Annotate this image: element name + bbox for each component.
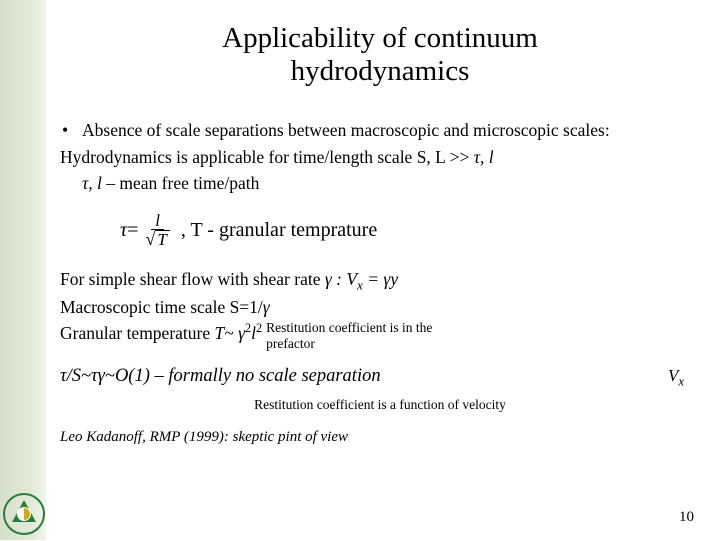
- mean-free-line: τ, l – mean free time/path: [60, 172, 700, 196]
- tau-formula: τ = l √ T , T - granular temprature: [120, 212, 700, 250]
- shear-block: For simple shear flow with shear rate γ …: [60, 267, 700, 448]
- vx-sub: x: [678, 374, 684, 388]
- gran-sup2: 2: [256, 321, 262, 335]
- hydro-text: Hydrodynamics is applicable for time/len…: [60, 147, 474, 167]
- sep-b: – formally no scale separation: [150, 366, 381, 386]
- title-line-1: Applicability of continuum: [222, 22, 538, 54]
- vx: V: [668, 366, 678, 385]
- sqrt-sign: √: [145, 230, 155, 248]
- side-stripe: [0, 0, 46, 540]
- rest-note-1: Restitution coefficient is in the: [266, 320, 432, 335]
- formula-tail: , T - granular temprature: [181, 219, 377, 242]
- formula-fraction: l √ T: [141, 212, 173, 250]
- gran-a: Granular temperature: [60, 323, 215, 343]
- shear-1a: For simple shear flow with shear rate: [60, 269, 325, 289]
- gran-b: T~ γ: [215, 323, 245, 343]
- hydro-line: Hydrodynamics is applicable for time/len…: [60, 146, 700, 170]
- title-line-2: hydrodynamics: [291, 55, 470, 87]
- gran-line: Granular temperature T~ γ2l2 Restitution…: [60, 320, 700, 352]
- sqrt-arg: T: [155, 230, 169, 249]
- restitution-note: Restitution coefficient is in the prefac…: [266, 320, 432, 352]
- macro-text: Macroscopic time scale S=1/: [60, 297, 263, 317]
- formula-num: l: [151, 212, 164, 231]
- macro-gamma: γ: [263, 297, 270, 317]
- bullet-1: • Absence of scale separations between m…: [60, 119, 700, 143]
- formula-lhs: τ: [120, 219, 127, 242]
- slide-content: Applicability of continuum hydrodynamics…: [60, 0, 700, 449]
- formula-den: √ T: [141, 230, 173, 249]
- macro-line: Macroscopic time scale S=1/γ: [60, 295, 700, 320]
- shear-1c: V: [346, 269, 357, 289]
- bullet-block: • Absence of scale separations between m…: [60, 119, 700, 196]
- tau-l-1: τ, l: [474, 147, 494, 167]
- rest-note-2: prefactor: [266, 336, 315, 351]
- bullet-1-text: Absence of scale separations between mac…: [82, 119, 700, 143]
- sqrt: √ T: [145, 230, 169, 249]
- shear-line: For simple shear flow with shear rate γ …: [60, 267, 700, 295]
- bullet-dot: •: [60, 119, 82, 143]
- shear-1d: = γy: [363, 269, 398, 289]
- leo-citation: Leo Kadanoff, RMP (1999): skeptic pint o…: [60, 427, 700, 449]
- formula-eq: =: [127, 219, 138, 242]
- mean-free-text: – mean free time/path: [102, 173, 259, 193]
- page-title: Applicability of continuum hydrodynamics: [60, 22, 700, 89]
- argonne-logo-icon: [2, 492, 46, 536]
- gran-main: Granular temperature T~ γ2l2: [60, 320, 262, 346]
- shear-1b: γ :: [325, 269, 346, 289]
- page-number: 10: [679, 509, 694, 526]
- vx-axis-label: Vx: [668, 366, 684, 389]
- separation-line: τ/S~τγ~O(1) – formally no scale separati…: [60, 363, 700, 390]
- sep-a: τ/S~τγ~O(1): [60, 366, 150, 386]
- tau-l-2: τ, l: [82, 173, 102, 193]
- velocity-note: Restitution coefficient is a function of…: [60, 395, 700, 415]
